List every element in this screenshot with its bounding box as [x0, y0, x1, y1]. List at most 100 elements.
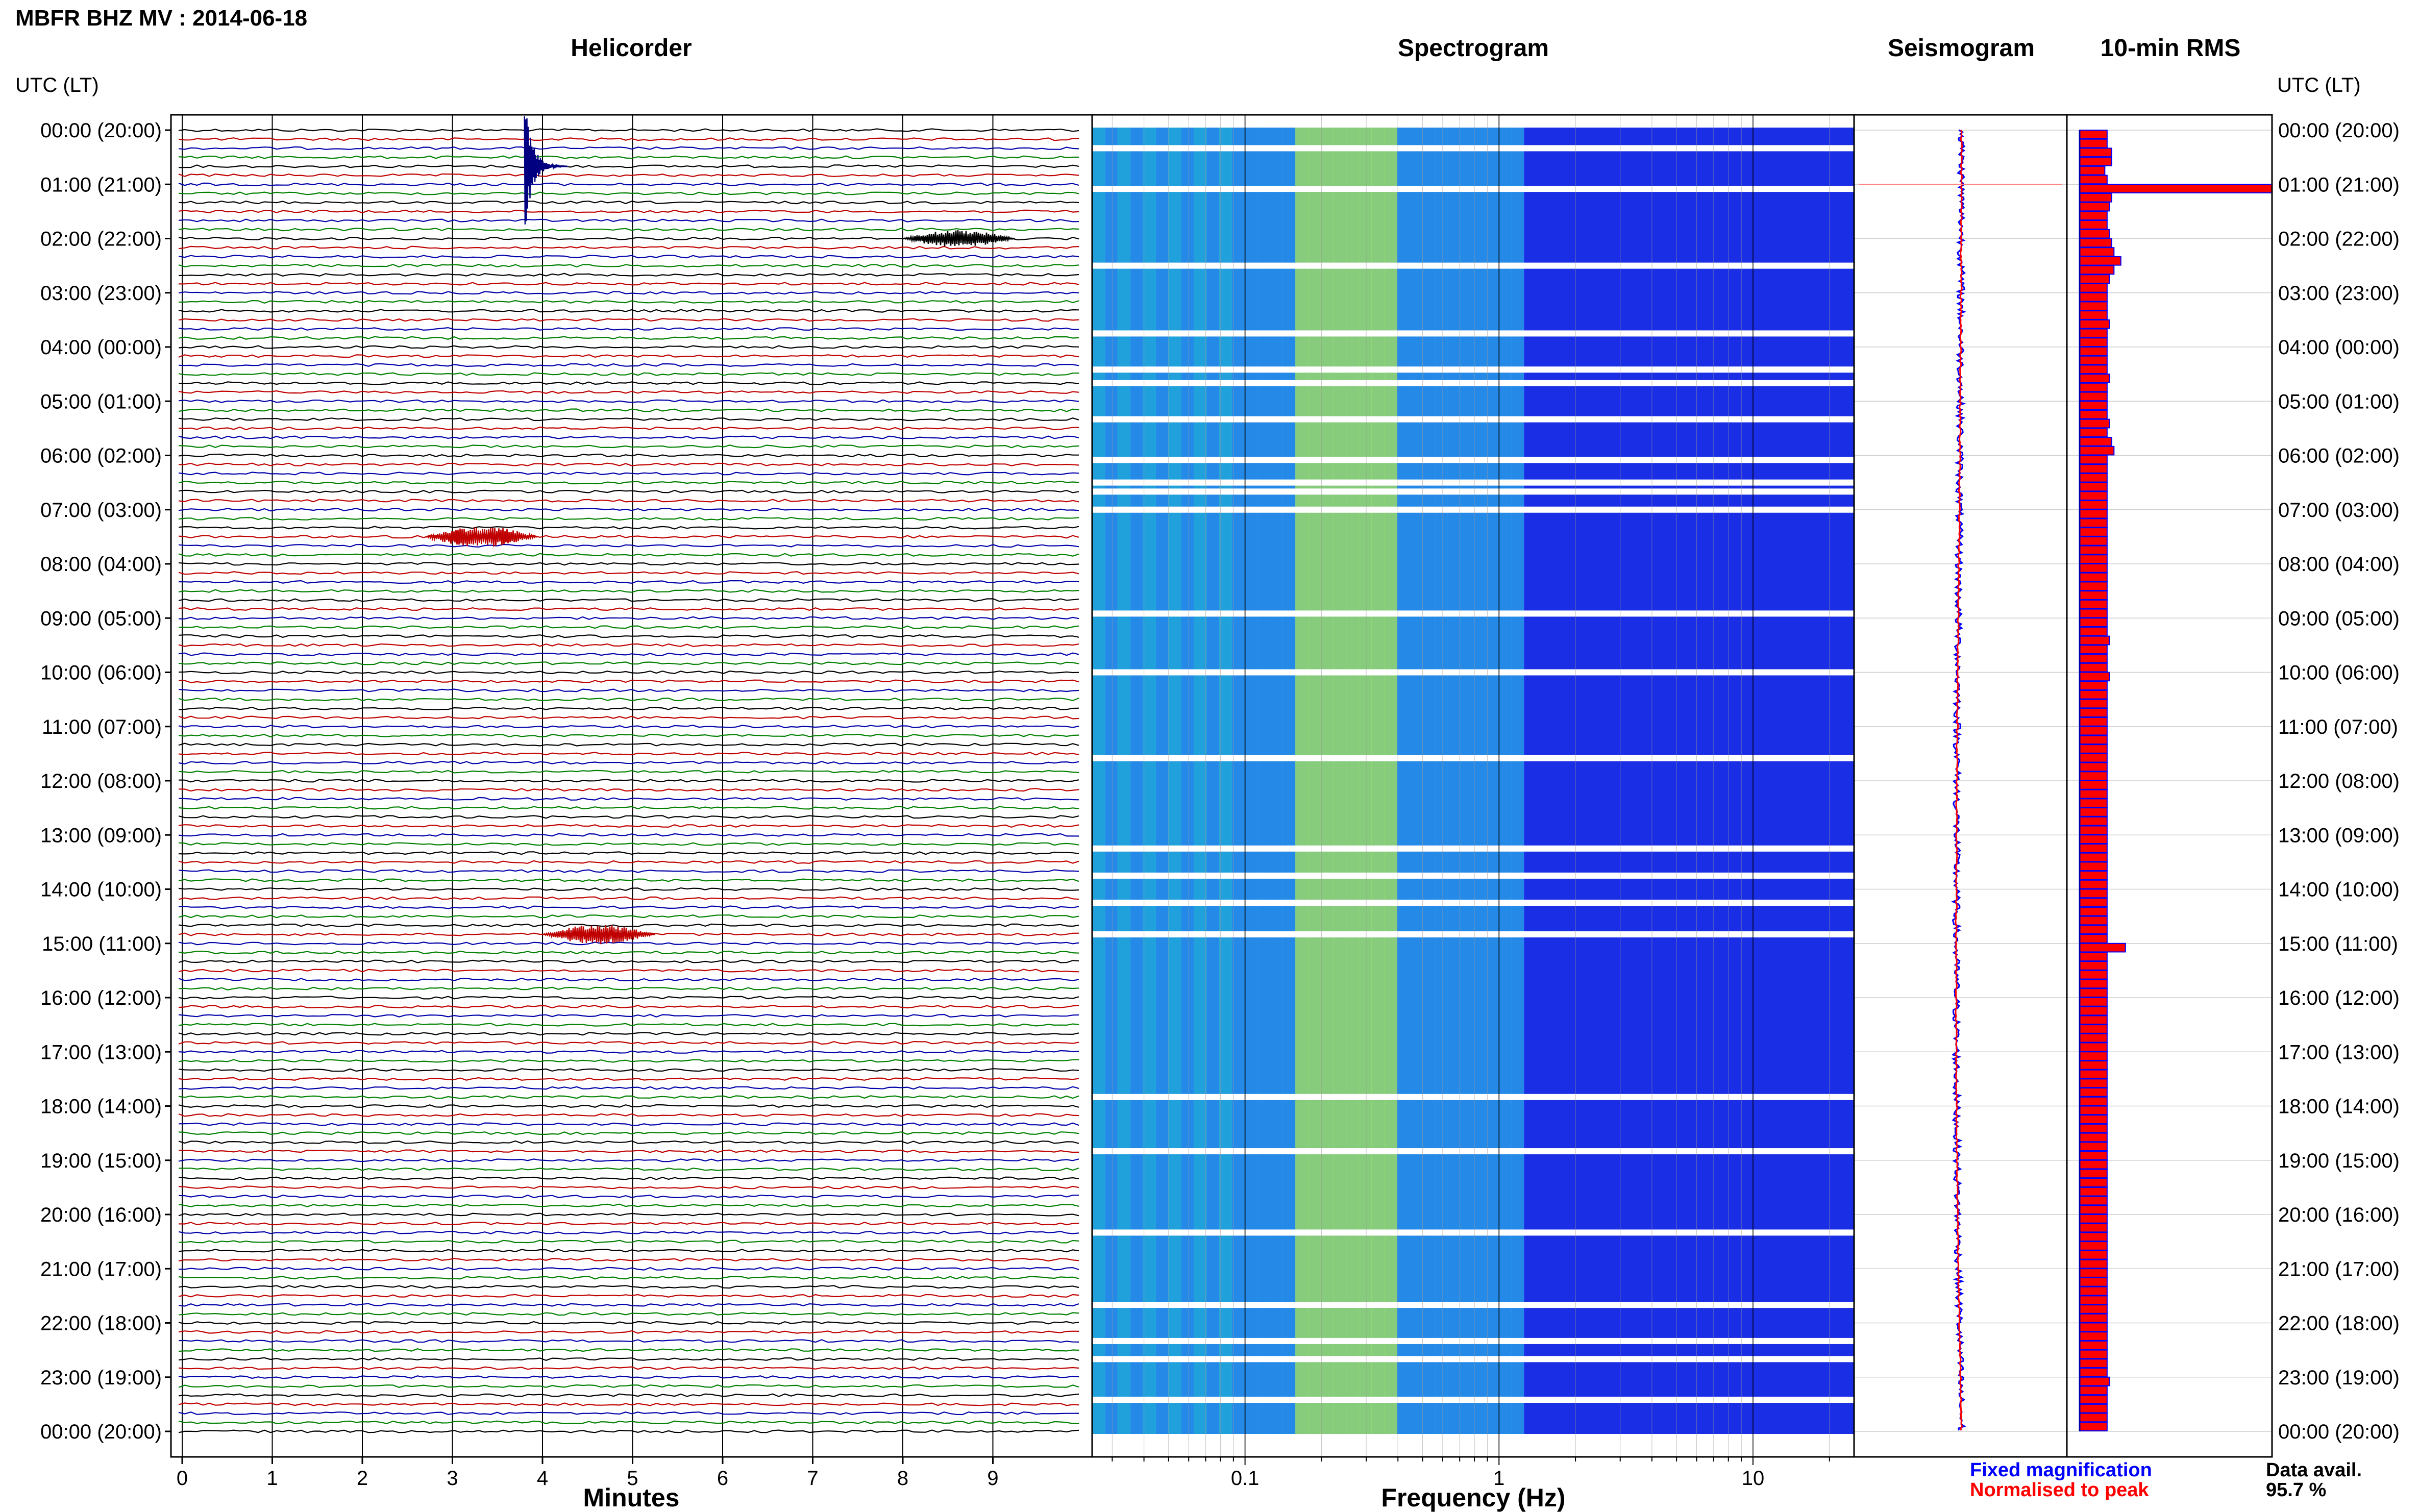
rms-bar [2079, 979, 2108, 989]
rms-bar [2079, 1132, 2108, 1143]
helicorder-trace [178, 399, 1079, 403]
hour-label-left: 06:00 (02:00) [40, 445, 162, 467]
helicorder-trace [178, 959, 1079, 963]
spectrogram-gap [1092, 380, 1854, 386]
rms-bar [2079, 843, 2108, 853]
rms-bar [2079, 1105, 2108, 1116]
hour-label-right: 16:00 (12:00) [2278, 987, 2400, 1009]
spectrogram-tick-label: 1 [1493, 1467, 1504, 1490]
helicorder-trace [178, 408, 1079, 412]
hour-label-right: 08:00 (04:00) [2278, 553, 2400, 576]
helicorder-trace [178, 1321, 1079, 1325]
hour-label-right: 01:00 (21:00) [2278, 173, 2400, 196]
helicorder-trace [178, 607, 1079, 611]
hour-label-right: 11:00 (07:00) [2278, 716, 2398, 738]
rms-bar [2079, 1123, 2108, 1133]
rms-bar [2079, 1331, 2108, 1341]
helicorder-trace [178, 779, 1079, 783]
rms-bar [2079, 888, 2108, 899]
rms-bar [2079, 355, 2108, 365]
spectrogram-band [1498, 128, 1512, 1434]
rms-bar [2079, 1368, 2108, 1377]
rms-bar [2079, 708, 2108, 718]
helicorder-trace [178, 806, 1079, 810]
helicorder-trace [178, 869, 1079, 873]
rms-bar [2079, 1412, 2108, 1423]
rms-bar [2079, 1376, 2110, 1386]
rms-bar [2079, 310, 2108, 320]
spectrogram-gap [1092, 669, 1854, 676]
rms-bar [2079, 1322, 2108, 1332]
spectrogram-gap [1092, 610, 1854, 617]
helicorder-trace [178, 797, 1079, 801]
helicorder-trace [178, 444, 1079, 449]
spectrogram-plot: 0.1 1 10 [1091, 114, 1855, 1490]
rms-bar [2079, 256, 2121, 266]
hour-label-left: 18:00 (14:00) [40, 1096, 162, 1118]
seismogram-title: Seismogram [1888, 35, 2035, 62]
rms-bar [2079, 1186, 2108, 1197]
spectrogram-band [1117, 128, 1131, 1434]
rms-bar [2079, 1142, 2108, 1152]
rms-bar [2079, 509, 2108, 519]
rms-bar [2079, 753, 2108, 763]
helicorder-trace [178, 543, 1079, 548]
helicorder-frame [170, 114, 1093, 1458]
rms-bar [2079, 1024, 2108, 1034]
helicorder-trace [178, 1176, 1079, 1180]
helicorder-trace [178, 652, 1079, 656]
rms-bar [2079, 409, 2108, 419]
helicorder-trace [178, 155, 1079, 159]
helicorder-trace [178, 1339, 1079, 1343]
spectrogram-band [1371, 128, 1385, 1434]
rms-bar [2079, 1403, 2108, 1414]
hour-label-right: 19:00 (15:00) [2278, 1150, 2400, 1172]
helicorder-trace [178, 1013, 1079, 1018]
rms-bar [2079, 1015, 2108, 1025]
helicorder-trace [178, 842, 1079, 846]
helicorder-trace [178, 182, 1079, 186]
helicorder-tick-label: 7 [807, 1467, 818, 1490]
spectrogram-band [1181, 128, 1194, 1434]
helicorder-trace [178, 381, 1079, 385]
helicorder-tick-label: 8 [897, 1467, 908, 1490]
spectrogram-band [1447, 128, 1461, 1434]
rms-bar [2079, 1277, 2108, 1287]
helicorder-trace [178, 896, 1079, 900]
spectrogram-band [1104, 128, 1118, 1434]
spectrogram-gap [1092, 330, 1854, 337]
spectrogram-band [1333, 128, 1347, 1434]
helicorder-trace [178, 426, 1079, 431]
rms-bar [2079, 428, 2108, 438]
spectrogram-gap [1092, 457, 1854, 463]
rms-bar [2079, 437, 2112, 447]
helicorder-trace [178, 255, 1079, 259]
spectrogram-band [1092, 128, 1105, 1434]
helicorder-trace [178, 824, 1079, 828]
rms-bar [2079, 455, 2108, 465]
helicorder-event [542, 925, 655, 945]
spectrogram-band [1473, 128, 1486, 1434]
rms-bar [2079, 807, 2108, 817]
helicorder-trace [178, 1222, 1079, 1226]
rms-bar [2079, 184, 2273, 193]
hour-label-right: 02:00 (22:00) [2278, 228, 2400, 251]
helicorder-trace [178, 1249, 1079, 1253]
spectrogram-band [1257, 128, 1270, 1434]
helicorder-trace [178, 1402, 1079, 1406]
rms-bar [2079, 1096, 2108, 1106]
rms-bar [2079, 861, 2108, 872]
hour-label-left: 22:00 (18:00) [40, 1312, 162, 1335]
rms-bar [2079, 726, 2108, 736]
helicorder-trace [178, 887, 1079, 891]
helicorder-trace [178, 833, 1079, 837]
rms-bar [2079, 617, 2108, 627]
seismogram-normalised-to-peak [1955, 130, 1963, 1431]
page-title: MBFR BHZ MV : 2014-06-18 [15, 6, 307, 31]
rms-bar [2079, 391, 2108, 402]
rms-bar [2079, 789, 2108, 799]
rms-bar [2079, 762, 2108, 772]
spectrogram-gap [1092, 506, 1854, 513]
hour-label-right: 09:00 (05:00) [2278, 607, 2400, 630]
